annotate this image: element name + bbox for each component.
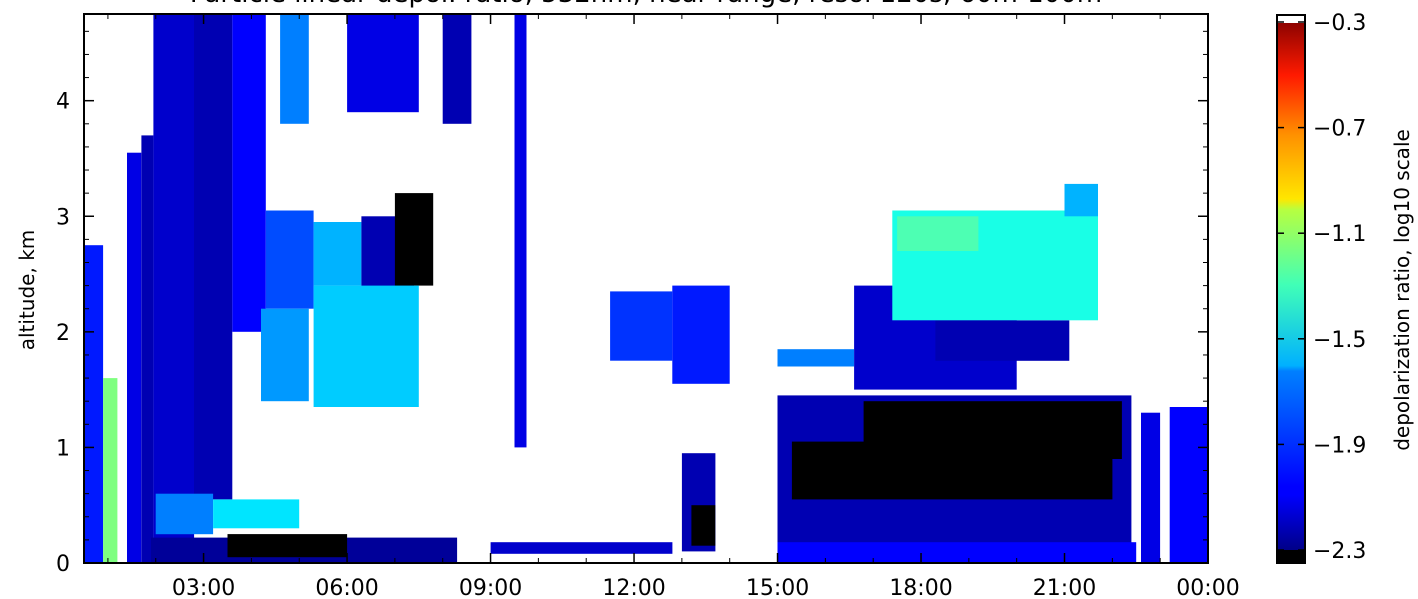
heatmap-cell xyxy=(141,135,154,563)
heatmap-cell xyxy=(1141,412,1161,563)
heatmap-cell xyxy=(347,14,419,113)
heatmap-cell xyxy=(313,285,419,407)
colorbar-over-swatch xyxy=(1277,15,1305,23)
heatmap-cell xyxy=(610,291,673,361)
y-axis-label: altitude, km xyxy=(15,230,39,351)
heatmap-cell xyxy=(1064,183,1098,217)
colorbar-tick-label: −1.9 xyxy=(1313,433,1366,458)
heatmap-cell xyxy=(227,534,348,558)
colorbar-under-swatch xyxy=(1277,550,1305,562)
y-tick-label: 3 xyxy=(56,205,70,230)
colorbar-tick-label: −1.1 xyxy=(1313,222,1366,247)
heatmap-cell xyxy=(155,493,214,535)
heatmap-cell xyxy=(232,14,266,332)
heatmap-cell xyxy=(313,222,362,286)
heatmap-cell xyxy=(777,542,1137,563)
heatmap-cell xyxy=(897,216,979,251)
heatmap-cell xyxy=(103,378,118,563)
heatmap-cell xyxy=(127,152,142,563)
heatmap-cell xyxy=(265,210,314,309)
x-tick-label: 06:00 xyxy=(315,576,378,599)
y-axis: 0 1 2 3 4 xyxy=(56,30,1208,577)
heatmap-cell xyxy=(490,542,673,554)
x-tick-label: 15:00 xyxy=(746,576,809,599)
colorbar: −0.3 −0.7 −1.1 −1.5 −1.9 −2.3 xyxy=(1276,11,1366,564)
heatmap-cell xyxy=(514,14,527,448)
x-tick-label: 18:00 xyxy=(889,576,952,599)
heatmap-cell xyxy=(442,14,472,124)
chart-title: Particle linear depol. ratio, 532nm, nea… xyxy=(190,0,1102,9)
heatmap-cell xyxy=(213,499,300,529)
heatmap-cell xyxy=(691,505,716,546)
y-tick-label: 0 xyxy=(56,552,70,577)
x-tick-label: 09:00 xyxy=(459,576,522,599)
heatmap-cell xyxy=(777,349,854,367)
colorbar-ticks: −0.3 −0.7 −1.1 −1.5 −1.9 −2.3 xyxy=(1277,11,1366,564)
heatmap-cell xyxy=(863,401,1122,459)
x-tick-label: 12:00 xyxy=(602,576,665,599)
x-tick-label: 00:00 xyxy=(1176,576,1239,599)
x-tick-label: 03:00 xyxy=(172,576,235,599)
plot-frame xyxy=(83,13,1209,564)
x-axis: 03:00 06:00 09:00 12:00 15:00 18:00 21:00 00:00 xyxy=(107,14,1240,599)
heatmap-cell xyxy=(194,14,233,500)
heatmap-cell xyxy=(672,285,730,384)
heatmap-layer xyxy=(84,14,1208,563)
heatmap-cell xyxy=(280,14,309,124)
y-tick-label: 1 xyxy=(56,436,70,461)
colorbar-frame xyxy=(1276,14,1306,564)
colorbar-tick-label: −2.3 xyxy=(1313,539,1366,564)
heatmap-cell xyxy=(261,308,309,402)
y-tick-label: 2 xyxy=(56,321,70,346)
heatmap-cell xyxy=(394,193,434,286)
y-tick-label: 4 xyxy=(56,90,70,115)
heatmap-cell xyxy=(1169,407,1208,563)
colorbar-gradient xyxy=(1277,16,1305,554)
x-tick-label: 21:00 xyxy=(1033,576,1096,599)
colorbar-label: depolarization ratio, log10 scale xyxy=(1390,129,1414,451)
heatmap-cell xyxy=(935,320,1070,361)
heatmap-cell xyxy=(153,14,195,563)
colorbar-tick-label: −0.7 xyxy=(1313,117,1366,142)
colorbar-tick-label: −1.5 xyxy=(1313,328,1366,353)
heatmap-cell xyxy=(84,245,104,563)
colorbar-tick-label: −0.3 xyxy=(1313,11,1366,36)
